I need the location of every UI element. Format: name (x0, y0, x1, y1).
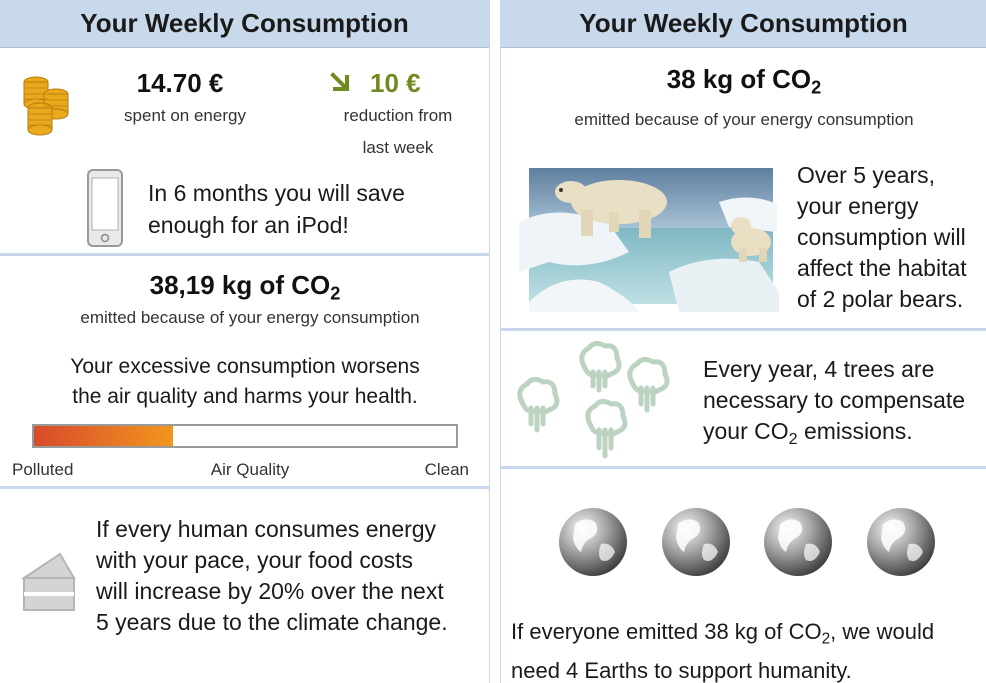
right-co2-value: 38 kg of CO2 (501, 64, 986, 98)
trees-line3-suffix: emissions. (797, 418, 913, 444)
earth-line2: need 4 Earths to support humanity. (511, 657, 852, 683)
food-line4: 5 years due to the climate change. (96, 609, 448, 635)
health-line2: the air quality and harms your health. (72, 385, 418, 408)
left-co2-sub: 2 (330, 283, 341, 304)
right-divider-1 (501, 328, 986, 331)
left-panel: Your Weekly Consumption 14.70 € spent on… (0, 0, 490, 683)
bears-text: Over 5 years, your energy consumption wi… (797, 160, 967, 315)
bears-line2: your energy (797, 193, 919, 219)
food-line2: with your pace, your food costs (96, 547, 414, 573)
air-quality-label-center: Air Quality (210, 460, 290, 479)
air-quality-bar (32, 424, 458, 448)
globes-row (557, 498, 937, 588)
reduction-label-line2: last week (362, 138, 434, 157)
tree-icon (585, 398, 628, 459)
earth-line1: If everyone emitted 38 kg of CO2, we wou… (511, 616, 934, 655)
air-quality-label-clean: Clean (424, 460, 469, 479)
left-divider-2 (0, 486, 489, 489)
earth-text: If everyone emitted 38 kg of CO2, we wou… (511, 616, 934, 683)
tree-icon (627, 356, 670, 413)
trees-line1: Every year, 4 trees are (703, 356, 935, 382)
left-header-title: Your Weekly Consumption (0, 0, 489, 48)
phone-icon (87, 169, 123, 247)
health-text: Your excessive consumption worsens the a… (0, 352, 490, 412)
spent-value: 14.70 € (136, 68, 224, 98)
coins-icon (23, 76, 69, 136)
trees-line3-sub: 2 (788, 429, 798, 448)
bears-line3: consumption will (797, 224, 966, 250)
trees-line3: your CO2 emissions. (703, 416, 965, 455)
globe-icon (764, 508, 833, 576)
left-co2-value: 38,19 kg of CO2 (0, 270, 490, 304)
polar-bear-image (519, 162, 779, 312)
right-panel: Your Weekly Consumption 38 kg of CO2 emi… (500, 0, 986, 683)
trees-line3-prefix: your CO (703, 418, 789, 444)
reduction-value: 10 € (370, 68, 421, 98)
down-arrow-icon (330, 72, 349, 91)
trees-icons (517, 340, 670, 459)
earth-line1-suffix: , we would (830, 619, 935, 644)
right-co2-prefix: 38 kg of CO (666, 64, 812, 94)
food-text: If every human consumes energy with your… (96, 514, 448, 638)
tree-icon (579, 340, 622, 393)
left-divider-1 (0, 253, 489, 256)
globe-icon (559, 508, 627, 576)
right-divider-2 (501, 466, 986, 469)
earth-line1-sub: 2 (821, 630, 831, 648)
globe-icon (661, 508, 730, 576)
right-header-title: Your Weekly Consumption (501, 0, 986, 48)
spent-label: spent on energy (124, 106, 246, 125)
bears-line1: Over 5 years, (797, 162, 936, 188)
air-quality-fill (34, 426, 174, 446)
reduction-label-line1: reduction from (343, 106, 453, 125)
food-line3: will increase by 20% over the next (96, 578, 444, 604)
air-quality-label-polluted: Polluted (12, 460, 74, 479)
food-line1: If every human consumes energy (96, 516, 437, 542)
earth-line1-prefix: If everyone emitted 38 kg of CO (511, 619, 822, 644)
globe-icon (866, 508, 935, 576)
bears-line5: of 2 polar bears. (797, 286, 964, 312)
left-co2-prefix: 38,19 kg of CO (149, 270, 331, 300)
trees-line2: necessary to compensate (703, 387, 966, 413)
bears-line4: affect the habitat (797, 255, 967, 281)
right-co2-label: emitted because of your energy consumpti… (574, 110, 914, 129)
trees-text: Every year, 4 trees are necessary to com… (703, 354, 965, 455)
right-co2-sub: 2 (811, 77, 822, 98)
ipod-line1: In 6 months you will save (148, 180, 405, 206)
cake-icon (20, 552, 76, 611)
left-co2-label: emitted because of your energy consumpti… (80, 308, 420, 327)
ipod-line2: enough for an iPod! (148, 212, 349, 238)
health-line1: Your excessive consumption worsens (70, 355, 420, 378)
tree-icon (517, 376, 560, 433)
